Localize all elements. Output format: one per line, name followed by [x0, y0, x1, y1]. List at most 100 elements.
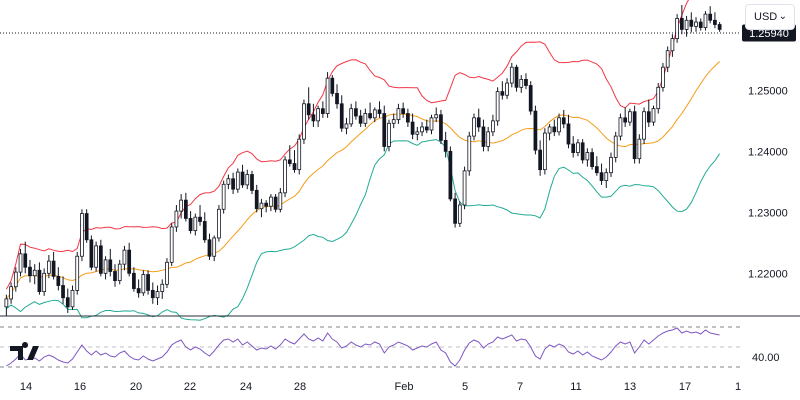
time-tick-label: 28 [294, 381, 306, 393]
candle-body-down [311, 114, 316, 122]
rsi-line [6, 327, 720, 367]
time-tick-label: 11 [570, 381, 581, 393]
candle-body-down [410, 121, 415, 135]
candle [269, 194, 273, 212]
candle-body-up [651, 108, 656, 123]
candle [623, 107, 628, 127]
candle [160, 279, 165, 299]
candle [150, 282, 155, 304]
candle-body-down [113, 271, 117, 282]
candle [245, 169, 250, 190]
candle [37, 262, 42, 295]
candle-body-up [179, 199, 184, 212]
candle-body-down [198, 216, 202, 222]
candle [717, 22, 722, 32]
candle-body-up [656, 86, 661, 110]
time-tick-label: 5 [462, 381, 468, 393]
candle [524, 73, 528, 90]
candle [519, 75, 524, 93]
candle [287, 145, 292, 167]
candle-body-down [424, 126, 429, 131]
candle-body-up [18, 253, 23, 273]
candle-body-up [325, 77, 330, 114]
candle-body-down [514, 66, 519, 88]
candle-body-up [472, 117, 476, 137]
candle-body-up [519, 78, 524, 88]
candle [486, 126, 491, 152]
candle [439, 109, 443, 145]
candle [646, 99, 651, 127]
tradingview-logo[interactable] [10, 342, 44, 364]
time-tick-label: 1 [735, 381, 741, 393]
currency-selector[interactable]: USD ⌄ [745, 4, 795, 30]
candle-body-up [283, 159, 287, 194]
candle [368, 102, 372, 120]
candle [292, 150, 297, 173]
candle-body-down [552, 126, 557, 133]
candle [528, 81, 533, 115]
candle-body-up [670, 38, 675, 52]
candle [689, 12, 694, 33]
candle [457, 201, 462, 227]
candle-body-up [684, 19, 689, 30]
candle [410, 113, 415, 140]
candle [254, 184, 259, 213]
candle [207, 233, 212, 260]
candle [424, 119, 429, 134]
candle [552, 119, 557, 137]
candle-body-down [646, 111, 651, 123]
candle [514, 64, 519, 92]
basis-line [6, 61, 720, 300]
candle [358, 109, 363, 127]
candlestick-series [4, 5, 722, 316]
candle-body-up [259, 202, 264, 210]
candle-body-up [467, 135, 472, 172]
candle [297, 134, 302, 175]
price-axis[interactable]: 1.22000 1.23000 1.24000 1.25000 [748, 85, 788, 280]
candle [80, 209, 84, 262]
candle [113, 264, 117, 287]
candle-body-down [132, 272, 136, 289]
candle [65, 288, 70, 313]
candle [500, 81, 505, 100]
candle [212, 235, 217, 262]
candle [632, 105, 637, 164]
candle [401, 102, 406, 118]
candle-body-down [713, 19, 717, 25]
candle-body-up [661, 66, 665, 88]
candle-body-up [155, 291, 160, 299]
chevron-down-icon: ⌄ [778, 11, 787, 22]
candle [311, 103, 316, 127]
candle-body-down [136, 288, 141, 294]
candle [98, 239, 103, 277]
candle-body-down [28, 266, 32, 277]
candle [613, 131, 618, 163]
candle [316, 105, 320, 127]
candle-body-down [65, 297, 70, 308]
candle-body-up [491, 120, 495, 133]
time-axis[interactable]: 14 16 20 22 24 28 Feb 5 7 11 13 17 1 [20, 381, 741, 393]
candle-body-down [37, 269, 42, 293]
candle [628, 108, 632, 126]
rsi-axis[interactable]: 40.00 [752, 352, 780, 364]
candle-body-up [122, 249, 127, 265]
candle [84, 209, 89, 243]
candle [708, 6, 713, 24]
candle [61, 276, 65, 304]
candle-body-up [169, 226, 174, 263]
candle [136, 279, 141, 298]
candle-body-up [297, 138, 302, 171]
candle-body-up [675, 18, 679, 39]
candle [372, 107, 377, 123]
candle-body-down [320, 108, 325, 114]
candle-body-down [330, 77, 335, 94]
candle [217, 205, 221, 242]
candle-body-down [538, 149, 543, 171]
candle [382, 105, 387, 152]
candle [363, 108, 368, 127]
candle [4, 294, 9, 316]
candle-body-up [212, 237, 217, 257]
candle [349, 103, 354, 127]
candle [226, 174, 231, 190]
